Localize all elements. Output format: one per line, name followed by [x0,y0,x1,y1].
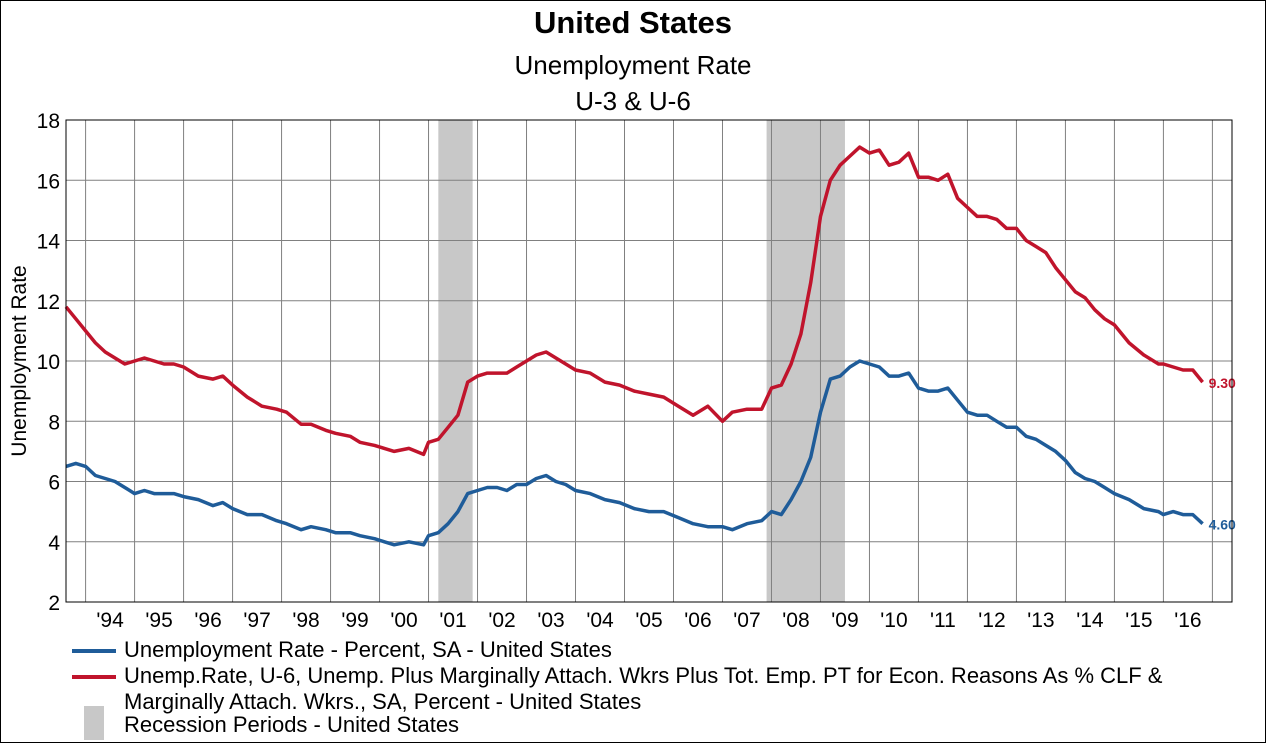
y-tick-label: 6 [48,472,60,495]
x-tick-label: '15 [1125,609,1152,632]
chart-subtitle: Unemployment Rate [514,50,752,80]
legend-swatch-u6 [72,675,116,679]
series-end-label-0: 4.60 [1209,517,1236,533]
chart-title: United States [533,5,733,40]
series-line-0 [65,359,1204,547]
legend-item-u6: Unemp.Rate, U-6, Unemp. Plus Marginally … [72,663,1262,714]
legend-swatch-u3 [72,649,116,653]
x-tick-label: '04 [586,609,614,632]
x-tick-label: '98 [292,609,319,632]
x-tick-label: '02 [488,609,515,632]
series-end-label-1: 9.30 [1209,375,1236,391]
x-tick-label: '14 [1076,609,1104,632]
x-tick-label: '12 [978,609,1005,632]
x-tick-label: '03 [537,609,564,632]
x-tick-label: '01 [439,609,466,632]
y-tick-label: 4 [48,532,60,555]
x-tick-label: '00 [390,609,417,632]
legend-label-u3: Unemployment Rate - Percent, SA - United… [124,637,612,662]
legend-label-recession: Recession Periods - United States [124,712,460,737]
x-tick-label: '94 [96,609,124,632]
legend-swatch-recession [84,706,104,740]
y-tick-label: 18 [37,110,60,133]
y-tick-label: 14 [37,231,61,254]
x-tick-label: '95 [145,609,172,632]
x-tick-label: '13 [1027,609,1054,632]
plot-border [65,119,1233,603]
x-tick-label: '16 [1174,609,1201,632]
x-tick-label: '99 [341,609,368,632]
x-tick-label: '07 [733,609,760,632]
chart-subtitle-2: U-3 & U-6 [575,86,691,116]
x-tick-label: '97 [243,609,270,632]
x-tick-label: '10 [880,609,907,632]
series-line-1 [64,145,1204,457]
grid-lines [66,119,1232,603]
y-axis-label: Unemployment Rate [8,265,31,456]
axis-labels: 2 4 6 8 10 12 14 16 18 '94 '95 '96 '97 '98 '99 '00 '01 '0… [37,110,1202,632]
x-tick-label: '05 [635,609,662,632]
y-tick-label: 10 [37,351,60,374]
y-tick-label: 16 [37,170,60,193]
y-tick-label: 12 [37,291,60,314]
x-tick-label: '08 [782,609,809,632]
x-tick-label: '06 [684,609,711,632]
x-tick-label: '09 [831,609,858,632]
series-lines: 4.60 9.30 [64,145,1236,547]
y-tick-label: 8 [48,411,60,434]
x-tick-label: '96 [194,609,221,632]
y-tick-label: 2 [48,592,60,615]
x-tick-label: '11 [930,609,956,632]
legend-label-u6: Unemp.Rate, U-6, Unemp. Plus Marginally … [124,663,1163,714]
